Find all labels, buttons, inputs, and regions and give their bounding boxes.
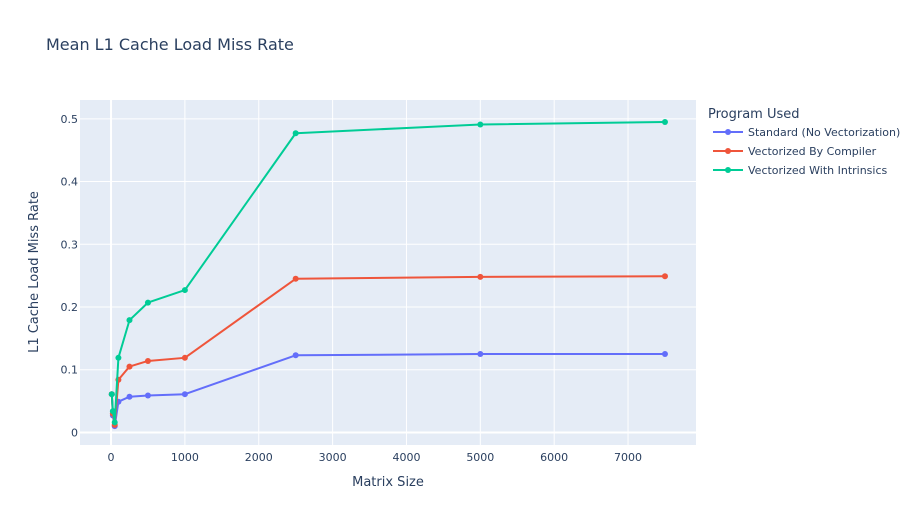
data-point[interactable] [126, 317, 133, 324]
y-tick-label: 0.4 [61, 176, 79, 189]
data-point[interactable] [126, 363, 133, 370]
data-point[interactable] [181, 287, 188, 294]
data-point[interactable] [144, 299, 151, 306]
series-layer [108, 118, 668, 430]
legend-item[interactable]: Standard (No Vectorization) [713, 126, 900, 139]
y-tick-label: 0.2 [61, 301, 79, 314]
data-point[interactable] [477, 351, 484, 358]
series-vectorized-with-intrinsics [108, 118, 668, 426]
x-axis-title: Matrix Size [352, 475, 424, 490]
y-tick-label: 0.5 [61, 113, 79, 126]
x-tick-label: 1000 [171, 451, 199, 464]
data-point[interactable] [144, 357, 151, 364]
data-point[interactable] [292, 352, 299, 359]
x-tick-label: 6000 [540, 451, 568, 464]
y-gridlines [80, 118, 696, 434]
legend-label: Standard (No Vectorization) [748, 126, 900, 139]
y-axis-ticks: 0 0.1 0.2 0.3 0.4 0.5 [61, 113, 79, 440]
legend-marker-swatch [725, 129, 731, 135]
data-point[interactable] [111, 419, 118, 426]
data-point[interactable] [292, 275, 299, 282]
data-point[interactable] [292, 130, 299, 137]
x-tick-label: 3000 [319, 451, 347, 464]
data-point[interactable] [661, 118, 668, 125]
data-point[interactable] [115, 354, 122, 361]
data-point[interactable] [477, 273, 484, 280]
legend-label: Vectorized With Intrinsics [748, 164, 888, 177]
plot-area [80, 100, 696, 445]
legend-title: Program Used [708, 107, 800, 122]
data-point[interactable] [108, 391, 115, 398]
data-point[interactable] [477, 121, 484, 128]
chart-title: Mean L1 Cache Load Miss Rate [46, 35, 294, 54]
x-axis-ticks: 0 1000 2000 3000 4000 5000 6000 7000 [108, 451, 643, 464]
x-tick-label: 5000 [466, 451, 494, 464]
x-tick-label: 2000 [245, 451, 273, 464]
data-point[interactable] [144, 392, 151, 399]
y-tick-label: 0.1 [61, 364, 79, 377]
data-point[interactable] [109, 408, 116, 415]
legend-marker-swatch [725, 148, 731, 154]
legend-item[interactable]: Vectorized By Compiler [713, 145, 877, 158]
x-gridlines [110, 100, 629, 445]
legend-label: Vectorized By Compiler [748, 145, 877, 158]
data-point[interactable] [181, 354, 188, 361]
y-tick-label: 0.3 [61, 238, 79, 251]
data-point[interactable] [181, 391, 188, 398]
legend[interactable]: Program Used Standard (No Vectorization)… [708, 107, 900, 177]
x-tick-label: 0 [108, 451, 115, 464]
x-tick-label: 4000 [392, 451, 420, 464]
data-point[interactable] [126, 393, 133, 400]
legend-item[interactable]: Vectorized With Intrinsics [713, 164, 888, 177]
y-tick-label: 0 [71, 426, 78, 439]
data-point[interactable] [661, 351, 668, 358]
legend-marker-swatch [725, 167, 731, 173]
y-axis-title: L1 Cache Load Miss Rate [27, 191, 42, 353]
data-point[interactable] [661, 273, 668, 280]
series-line [110, 120, 665, 424]
x-tick-label: 7000 [614, 451, 642, 464]
